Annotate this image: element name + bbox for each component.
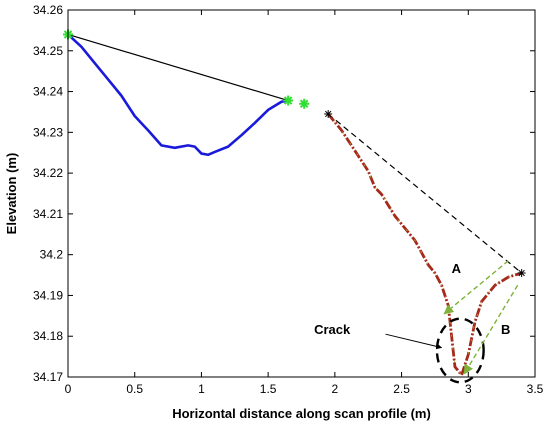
y-tick-label: 34.25 [33,44,63,58]
x-axis-title: Horizontal distance along scan profile (… [172,406,431,421]
y-tick-label: 34.2 [40,248,64,262]
annotation-a: A [452,261,462,276]
green-star-marker [283,95,294,106]
axis-ticks: 0 0.5 1 1.5 2 2.5 3 3.5 34.17 34.18 34.19 34.2 34.21… [33,3,544,396]
annotation-crack: Crack [314,322,351,337]
x-tick-label: 3 [465,382,472,396]
star-marker-stroke [299,99,309,109]
plot-frame [67,9,536,378]
annotation-b: B [501,322,510,337]
blue-profile-line [67,33,289,157]
solid-chord-line [67,33,289,102]
star-marker-stroke [283,96,293,105]
plot-content: A B Crack [63,29,526,384]
y-tick-label: 34.26 [33,3,63,17]
red-profile-line [327,113,523,377]
x-tick-label: 1 [198,382,205,396]
x-tick-label: 0.5 [126,382,143,396]
x-tick-label: 3.5 [527,382,544,396]
dashed-chord-line [327,113,523,274]
star-marker-stroke [518,269,525,277]
y-tick-label: 34.18 [33,329,63,343]
y-tick-label: 34.23 [33,125,63,139]
y-tick-label: 34.17 [33,370,63,384]
black-star-marker [517,269,526,278]
crack-ellipse [435,317,485,384]
arrow-a [443,260,509,315]
star-marker-stroke [325,110,332,118]
x-tick-label: 0 [65,382,72,396]
x-tick-label: 2.5 [393,382,410,396]
x-tick-label: 2 [332,382,339,396]
y-tick-label: 34.19 [33,288,63,302]
arrow-b [463,284,519,375]
y-axis-title: Elevation (m) [4,153,19,235]
x-tick-label: 1.5 [260,382,277,396]
black-star-marker [324,109,333,118]
y-tick-label: 34.24 [33,85,63,99]
green-star-marker [299,98,310,109]
y-tick-label: 34.21 [33,207,63,221]
y-tick-label: 34.22 [33,166,63,180]
crack-pointer-arrow [385,333,443,350]
